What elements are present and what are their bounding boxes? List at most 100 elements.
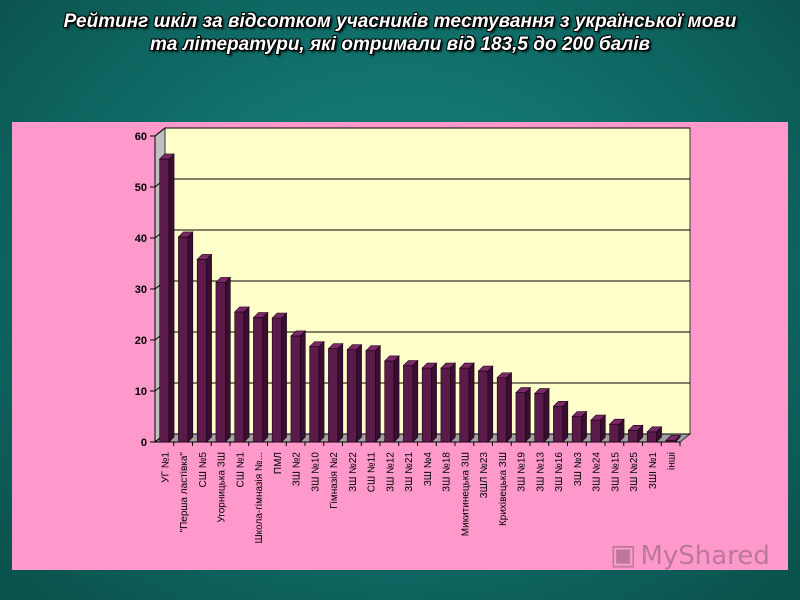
x-tick-label: ЗШ №24 [592,452,603,492]
watermark-text: MyShared [640,541,770,571]
x-tick-label: ЗШ №19 [517,452,528,492]
bar [290,335,301,443]
bar-side [506,372,512,443]
bar [403,365,414,443]
bar-top [477,365,494,372]
bar [196,259,207,443]
y-tick-label: 10 [135,386,147,398]
bar [384,360,395,443]
bar [346,349,357,443]
bar-top [402,360,419,366]
x-tick-label: ЗШ №18 [442,452,453,492]
bar [459,367,470,443]
bar-top [496,372,513,379]
bar [234,311,245,443]
bar-side [187,231,194,443]
y-tick-label: 50 [135,182,147,194]
bar [328,348,339,443]
bar-side [337,342,344,443]
bar-top [458,362,475,369]
y-tick-label: 30 [135,284,147,296]
bar-top [627,424,644,431]
bar [253,317,264,443]
y-tick-label: 60 [135,131,147,143]
bar-side [356,343,362,443]
x-tick-label: СШ №1 [235,452,246,488]
bar [646,431,657,443]
x-tick-label: СШ №5 [198,452,209,488]
x-tick-label: СШ №11 [367,452,378,493]
bar-side [206,253,212,443]
x-tick-label: Угорницька ЗШ [217,452,228,523]
bar-side [562,400,569,443]
bar-top [552,400,569,407]
bar-top [177,231,194,238]
bar-top [608,418,625,425]
x-tick-label: УГ №1 [160,452,171,483]
x-tick-label: ЗШ №16 [554,452,565,492]
slide-title: Рейтинг шкіл за відсотком учасників тест… [63,11,737,55]
x-tick-label: ЗШ №4 [423,452,434,487]
bar [178,236,189,443]
bar [271,317,282,443]
gridline-side [154,127,166,137]
bar-side [431,362,437,443]
bar-top [646,426,663,433]
bar-side [525,386,531,443]
bar-side [543,387,550,443]
bar-side [487,365,494,443]
bar-side [300,330,306,443]
bar-side [393,355,400,443]
bar-side [450,362,456,443]
bar-top [233,306,250,313]
bar-top [158,153,175,160]
bar-top [290,330,307,337]
bar-top [440,362,457,369]
x-tick-label: ЗШ №12 [385,452,396,492]
watermark: ▣ MyShared [610,538,770,571]
bar [609,423,620,443]
x-tick-label: ЗШІ №1 [648,452,659,489]
x-tick-label: ЗШ №21 [404,452,415,492]
bar-top [571,411,588,417]
bar [478,370,489,443]
bar [628,429,639,443]
bar [159,158,170,443]
bar-side [318,340,325,443]
bar-top [252,312,269,318]
bar-side [412,359,419,443]
y-tick-label: 0 [141,437,147,449]
bar-top [215,277,232,283]
x-tick-label: ПМЛ [273,452,284,474]
bar-top [271,312,288,319]
x-tick-label: Микитинецька ЗШ [460,452,471,536]
x-tick-label: ЗШ №3 [573,452,584,487]
bar-top [346,344,363,350]
bar [553,405,564,443]
bar-top [533,388,550,394]
bar [496,377,507,443]
bar [534,393,545,443]
x-tick-label: Школа-гімназія №... [254,452,265,544]
bar-side [262,311,269,443]
bar-side [225,276,231,443]
bar [515,392,526,443]
bar-side [375,344,381,443]
bar-top [665,435,682,441]
x-tick-label: ЗШ №22 [348,452,359,492]
x-tick-label: ЗШ №25 [629,452,640,492]
bar-top [196,254,213,260]
bar-top [590,414,607,421]
bar-top [515,387,532,393]
bar-side [243,306,250,443]
x-tick-label: інші [667,452,678,470]
bar [215,282,226,443]
bar-side [168,153,175,443]
bar [440,367,451,443]
x-tick-label: ЗШ №13 [535,452,546,492]
y-tick-label: 40 [135,233,147,245]
x-tick-label: "Перша ластівка" [179,452,190,533]
bar [365,350,376,443]
presentation-icon: ▣ [610,538,637,571]
